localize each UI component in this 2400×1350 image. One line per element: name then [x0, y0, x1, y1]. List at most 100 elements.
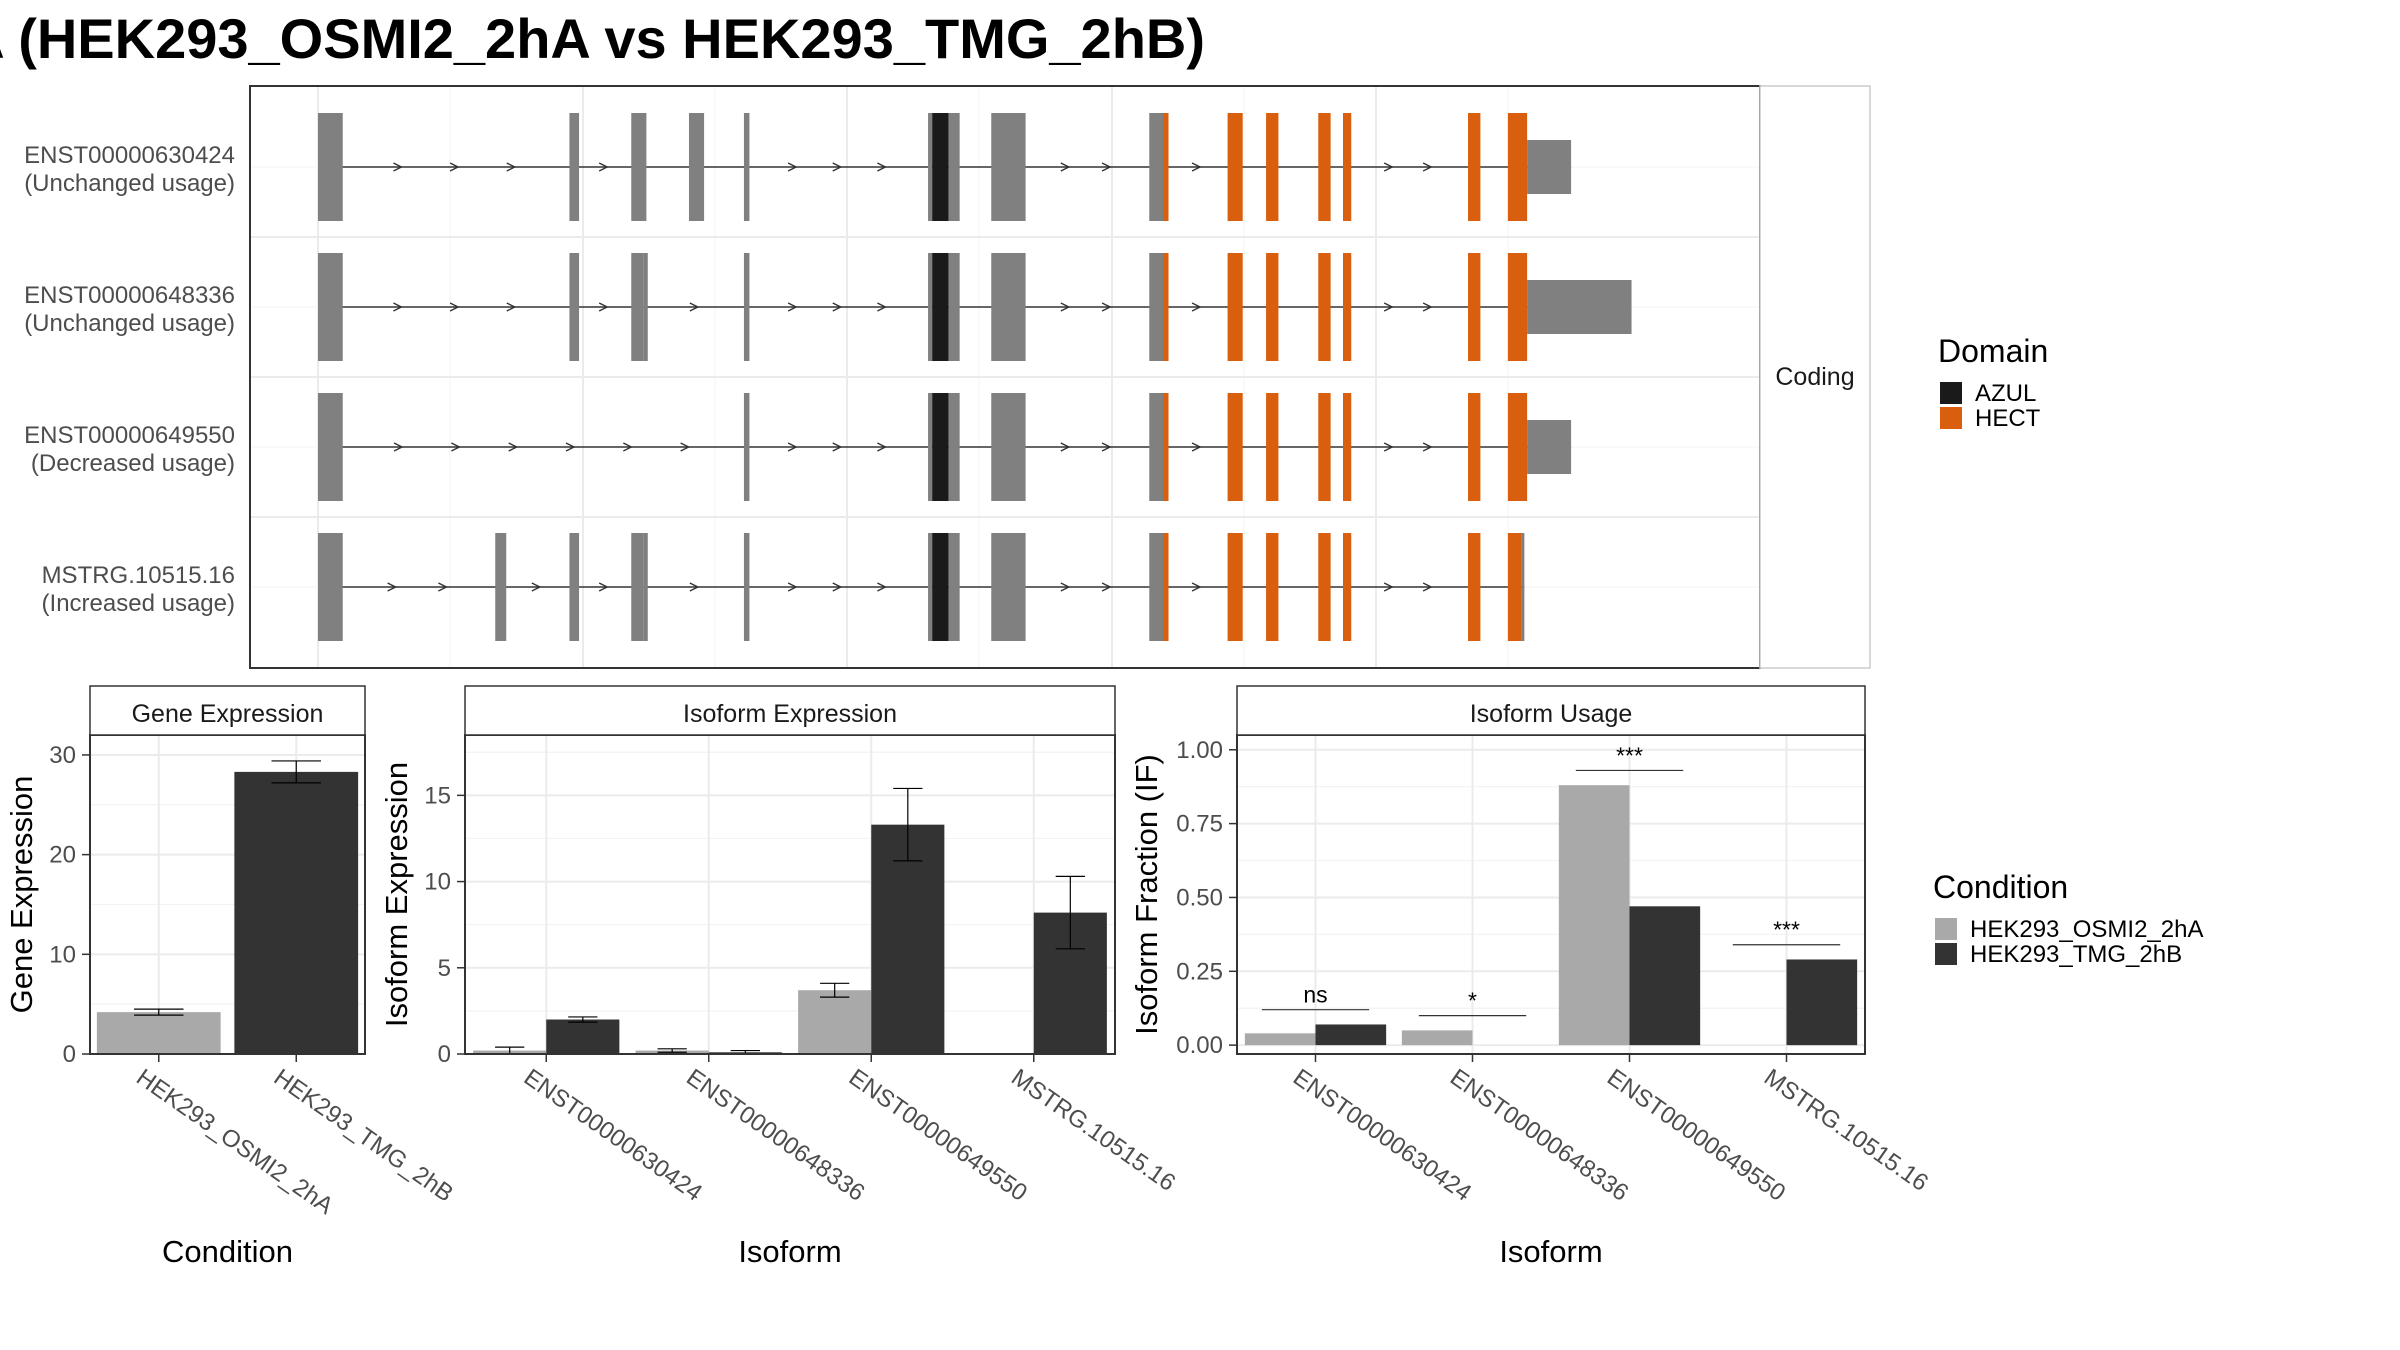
bar: [798, 990, 872, 1054]
isoform-usage-label: (Increased usage): [42, 590, 235, 617]
exon-hect: [1343, 533, 1352, 641]
exon-hect: [1163, 253, 1169, 361]
exon-hect: [1266, 113, 1279, 221]
intron-arrow: [1191, 442, 1202, 452]
panel-strip-title: Gene Expression: [132, 700, 324, 728]
intron-arrow: [1191, 162, 1202, 172]
domain-legend-key-azul: [1940, 382, 1962, 404]
exon-nc: [643, 253, 648, 361]
intron-arrow: [438, 582, 448, 592]
bar: [96, 1012, 221, 1054]
exon-nc: [928, 113, 933, 221]
significance-label: ns: [1303, 982, 1327, 1008]
exon-hect: [1468, 393, 1481, 501]
bar: [1786, 959, 1858, 1046]
exon-nc: [1149, 393, 1164, 501]
intron-arrow: [787, 582, 798, 592]
isoform-label: MSTRG.10515.16: [42, 562, 235, 589]
y-tick-label: 5: [438, 955, 451, 982]
exon-nc: [1149, 253, 1164, 361]
exon-nc: [643, 533, 648, 641]
intron-arrow: [622, 442, 633, 452]
significance-label: ***: [1773, 917, 1800, 943]
intron-arrow: [1060, 302, 1071, 312]
bar-panel-background: [1237, 735, 1865, 1054]
coding-strip: [1759, 85, 1871, 669]
intron-arrow: [787, 442, 798, 452]
domain-legend-title: Domain: [1938, 333, 2048, 369]
intron-arrow: [1383, 302, 1394, 312]
exon-hect: [1507, 393, 1528, 501]
domain-legend-label-azul: AZUL: [1975, 380, 2036, 407]
intron-arrow: [449, 302, 460, 312]
exon-hect: [1343, 113, 1352, 221]
isoform-label: ENST00000649550: [24, 422, 235, 449]
intron-arrow: [393, 162, 403, 172]
exon-hect: [1318, 393, 1331, 501]
bar: [1558, 785, 1630, 1046]
exon-nc: [948, 253, 960, 361]
y-tick-label: 0.25: [1176, 958, 1223, 985]
intron-arrow: [598, 582, 609, 592]
exon-hect: [1227, 533, 1243, 641]
exon-hect: [1266, 393, 1279, 501]
condition-legend-key: [1935, 943, 1957, 965]
x-axis-title: Condition: [162, 1234, 293, 1269]
intron-arrow: [787, 162, 798, 172]
exon-nc: [991, 393, 1026, 501]
exon-hect: [1318, 113, 1331, 221]
bar: [1315, 1024, 1387, 1046]
domain-legend-label-hect: HECT: [1975, 405, 2041, 432]
intron-arrow: [1191, 302, 1202, 312]
exon-nc: [948, 533, 960, 641]
intron-arrow: [832, 302, 843, 312]
y-axis-title: Isoform Expression: [379, 762, 414, 1027]
y-axis-title: Gene Expression: [4, 776, 39, 1014]
exon-hect: [1343, 253, 1352, 361]
exon-nc: [631, 533, 644, 641]
y-axis-title: Isoform Fraction (IF): [1129, 754, 1164, 1035]
exon-hect: [1266, 533, 1279, 641]
exon-hect: [1507, 253, 1528, 361]
exon-azul: [932, 113, 949, 221]
intron-arrow: [689, 582, 700, 592]
exon-nc: [743, 393, 750, 501]
exon-hect: [1163, 113, 1169, 221]
domain-legend-key-hect: [1940, 407, 1962, 429]
isoform-structure-panel: ENST00000630424(Unchanged usage)ENST0000…: [24, 85, 1871, 669]
condition-legend-label: HEK293_TMG_2hB: [1970, 941, 2182, 968]
intron-arrow: [387, 582, 398, 592]
exon-nc: [991, 533, 1026, 641]
exon-hect: [1343, 393, 1352, 501]
y-tick-label: 0.50: [1176, 884, 1223, 911]
panel-strip: [1236, 685, 1866, 736]
exon-nc: [569, 533, 580, 641]
exon-hect: [1318, 253, 1331, 361]
intron-arrow: [449, 162, 460, 172]
significance-label: ***: [1616, 742, 1643, 768]
exon-nc: [318, 533, 343, 641]
intron-arrow: [506, 162, 517, 172]
y-tick-label: 1.00: [1176, 737, 1223, 764]
exon-nc: [928, 533, 933, 641]
exon-nc: [743, 113, 750, 221]
intron-arrow: [1101, 162, 1112, 172]
exon-azul: [932, 253, 949, 361]
intron-arrow: [1383, 442, 1394, 452]
intron-arrow: [598, 302, 609, 312]
condition-legend-title: Condition: [1933, 869, 2068, 905]
exon-hect: [1266, 253, 1279, 361]
isoform-usage-label: (Unchanged usage): [24, 310, 235, 337]
intron-arrow: [680, 442, 691, 452]
exon-nc: [318, 253, 343, 361]
intron-arrow: [877, 582, 887, 592]
bar: [1401, 1030, 1473, 1046]
panel-strip-title: Isoform Expression: [683, 700, 897, 728]
isoform-usage-label: (Decreased usage): [31, 450, 235, 477]
exon-azul: [932, 533, 949, 641]
intron-arrow: [393, 302, 403, 312]
y-tick-label: 30: [49, 742, 76, 769]
significance-label: *: [1468, 988, 1477, 1014]
bar: [1244, 1033, 1316, 1046]
